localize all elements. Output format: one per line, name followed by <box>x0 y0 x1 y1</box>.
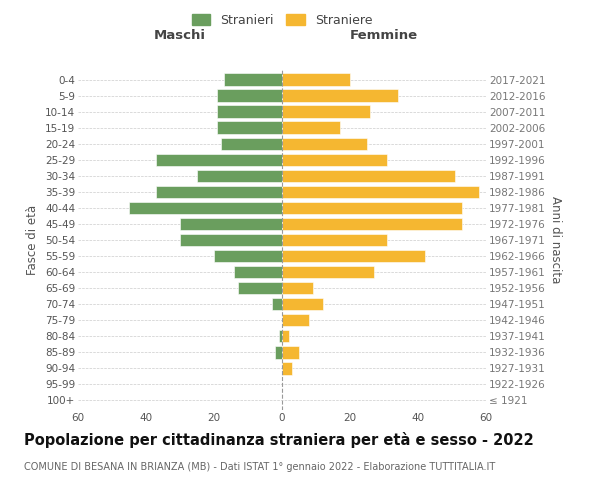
Bar <box>282 250 425 262</box>
Bar <box>129 202 282 214</box>
Bar <box>217 106 282 118</box>
Bar <box>278 330 282 342</box>
Bar <box>282 202 462 214</box>
Bar <box>282 106 370 118</box>
Bar <box>282 122 340 134</box>
Bar <box>156 154 282 166</box>
Bar <box>282 154 388 166</box>
Text: Maschi: Maschi <box>154 30 206 43</box>
Bar <box>235 266 282 278</box>
Bar <box>214 250 282 262</box>
Bar <box>272 298 282 310</box>
Bar <box>156 186 282 198</box>
Text: Popolazione per cittadinanza straniera per età e sesso - 2022: Popolazione per cittadinanza straniera p… <box>24 432 534 448</box>
Bar <box>282 362 292 374</box>
Bar <box>180 218 282 230</box>
Bar <box>282 314 309 326</box>
Bar <box>282 90 398 102</box>
Bar <box>282 170 455 182</box>
Bar <box>282 266 374 278</box>
Bar <box>282 234 388 246</box>
Bar <box>275 346 282 358</box>
Bar <box>282 346 299 358</box>
Bar <box>197 170 282 182</box>
Bar <box>282 330 289 342</box>
Bar <box>282 138 367 150</box>
Text: COMUNE DI BESANA IN BRIANZA (MB) - Dati ISTAT 1° gennaio 2022 - Elaborazione TUT: COMUNE DI BESANA IN BRIANZA (MB) - Dati … <box>24 462 495 472</box>
Bar <box>282 298 323 310</box>
Y-axis label: Fasce di età: Fasce di età <box>26 205 40 275</box>
Bar <box>221 138 282 150</box>
Bar <box>238 282 282 294</box>
Bar <box>282 74 350 86</box>
Bar <box>282 282 313 294</box>
Bar <box>217 122 282 134</box>
Text: Femmine: Femmine <box>350 30 418 43</box>
Bar <box>282 186 479 198</box>
Legend: Stranieri, Straniere: Stranieri, Straniere <box>187 8 377 32</box>
Bar <box>224 74 282 86</box>
Y-axis label: Anni di nascita: Anni di nascita <box>549 196 562 284</box>
Bar <box>282 218 462 230</box>
Bar <box>180 234 282 246</box>
Bar <box>217 90 282 102</box>
